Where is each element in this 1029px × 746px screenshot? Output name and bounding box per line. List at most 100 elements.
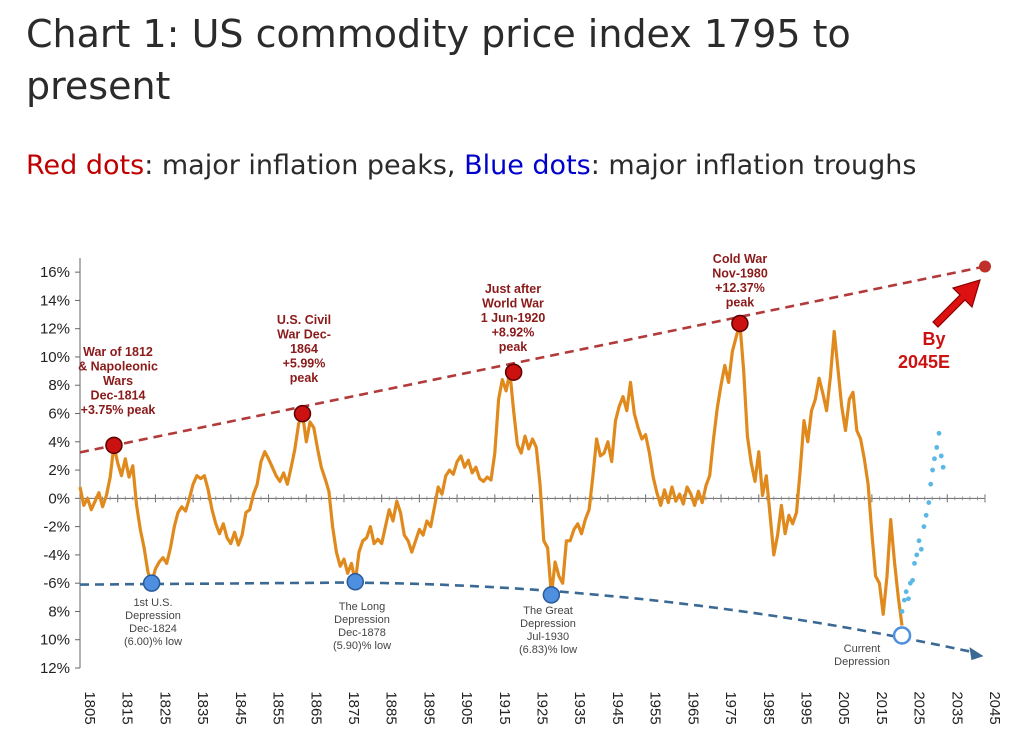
x-tick-label: 1965: [684, 691, 701, 724]
trough-label: Dec-1824: [129, 623, 177, 635]
x-tick-label: 1925: [534, 691, 551, 724]
projection-dot: [926, 500, 932, 505]
trough-label: 1st U.S.: [133, 597, 172, 609]
trough-label: Depression: [520, 618, 576, 630]
projection-dot: [932, 456, 937, 462]
x-tick-label: 2005: [835, 691, 852, 724]
projection-dot: [906, 596, 911, 602]
projection-arrow: [932, 279, 981, 328]
projection-dot: [916, 538, 922, 544]
x-tick-label: 1915: [496, 691, 513, 724]
peak-label: Cold War: [713, 252, 768, 266]
trough-label: The Long: [339, 601, 385, 613]
x-tick-label: 2035: [948, 691, 965, 724]
projection-dot: [910, 577, 915, 583]
projection-dot: [921, 524, 927, 530]
peak-label: peak: [290, 371, 319, 385]
y-tick-label: 6%: [48, 406, 70, 423]
y-tick-label: 4%: [48, 434, 70, 451]
trough-label: Depression: [334, 614, 390, 626]
projection-dot: [899, 609, 905, 614]
projection-dot: [914, 552, 920, 558]
peak-label: +8.92%: [492, 326, 535, 340]
x-tick-label: 1945: [609, 691, 626, 724]
peak-label: Nov-1980: [712, 267, 768, 281]
peak-label: War of 1812: [83, 345, 153, 359]
y-tick-label: 12%: [40, 321, 70, 338]
x-tick-label: 1815: [119, 691, 136, 724]
peak-label: 1864: [290, 342, 318, 356]
projection-dot: [930, 467, 935, 473]
x-tick-label: 1855: [270, 691, 287, 724]
peak-dot: [293, 404, 312, 423]
projection-dot: [934, 445, 940, 450]
x-tick-label: 2015: [873, 691, 890, 724]
y-tick-label: -4%: [43, 547, 70, 564]
x-tick-label: 1865: [307, 691, 324, 724]
peak-label: +3.75% peak: [81, 403, 156, 417]
projection-dot: [923, 512, 929, 518]
commodity-price-series: [78, 321, 904, 626]
trough-label: Current: [844, 643, 881, 655]
lower-trend-arrowhead: [969, 647, 984, 661]
trough-dot: [346, 573, 365, 591]
x-tick-label: 2045: [986, 691, 1003, 724]
x-tick-label: 1955: [647, 691, 664, 724]
chart-title: Chart 1: US commodity price index 1795 t…: [26, 12, 851, 108]
x-tick-label: 1985: [760, 691, 777, 724]
projection-dot: [901, 597, 907, 603]
projection-dot: [912, 560, 917, 566]
peak-label: Wars: [103, 374, 133, 388]
lower-trend-line: [79, 581, 971, 653]
x-tick-label: 1995: [797, 691, 814, 724]
x-tick-label: 1805: [81, 691, 98, 724]
projection-dot: [940, 464, 946, 470]
peak-label: peak: [726, 296, 755, 310]
trough-dot: [542, 586, 561, 604]
y-tick-label: 8%: [48, 603, 70, 620]
peak-label: U.S. Civil: [277, 313, 331, 327]
peak-label: & Napoleonic: [78, 360, 158, 374]
x-tick-label: 1875: [345, 691, 362, 724]
y-tick-label: 10%: [40, 349, 70, 366]
trough-label: Jul-1930: [527, 631, 569, 643]
trough-label: (6.00)% low: [124, 636, 182, 648]
trough-label: (5.90)% low: [333, 640, 391, 652]
y-tick-label: 14%: [40, 292, 70, 309]
peak-label: peak: [499, 340, 528, 354]
trough-label: The Great: [523, 605, 573, 617]
peak-label: 1 Jun-1920: [481, 311, 546, 325]
y-tick-label: -2%: [43, 519, 70, 536]
projection-label: By: [922, 329, 945, 349]
upper-trend-line: [79, 265, 986, 454]
projection-label: 2045E: [898, 352, 950, 372]
projection-dot: [928, 481, 934, 487]
x-tick-label: 1895: [420, 691, 437, 724]
trough-label: Depression: [834, 656, 890, 668]
subtitle-blue-dots: Blue dots: [464, 150, 591, 181]
x-tick-label: 1885: [383, 691, 400, 724]
trough-dot: [892, 626, 912, 645]
subtitle-troughs-text: : major inflation troughs: [590, 150, 917, 181]
y-tick-label: 8%: [48, 377, 70, 394]
peak-dot: [504, 363, 523, 381]
trough-label: Depression: [125, 610, 181, 622]
y-tick-label: 2%: [48, 462, 70, 479]
y-tick-label: 12%: [40, 660, 70, 677]
y-tick-label: -6%: [43, 575, 70, 592]
peak-label: +12.37%: [715, 281, 765, 295]
y-tick-label: 16%: [40, 264, 70, 281]
x-tick-label: 1975: [722, 691, 739, 724]
projection-dot: [918, 546, 924, 552]
peak-label: World War: [482, 297, 544, 311]
projection-dot: [936, 430, 942, 436]
trough-label: Dec-1878: [338, 627, 386, 639]
trough-label: (6.83)% low: [519, 644, 577, 656]
y-tick-label: 0%: [48, 490, 70, 507]
subtitle-peaks-text: : major inflation peaks,: [144, 150, 465, 181]
subtitle-red-dots: Red dots: [26, 150, 145, 181]
peak-label: Just after: [485, 282, 541, 296]
peak-label: +5.99%: [283, 357, 326, 371]
peak-label: Dec-1814: [91, 389, 146, 403]
